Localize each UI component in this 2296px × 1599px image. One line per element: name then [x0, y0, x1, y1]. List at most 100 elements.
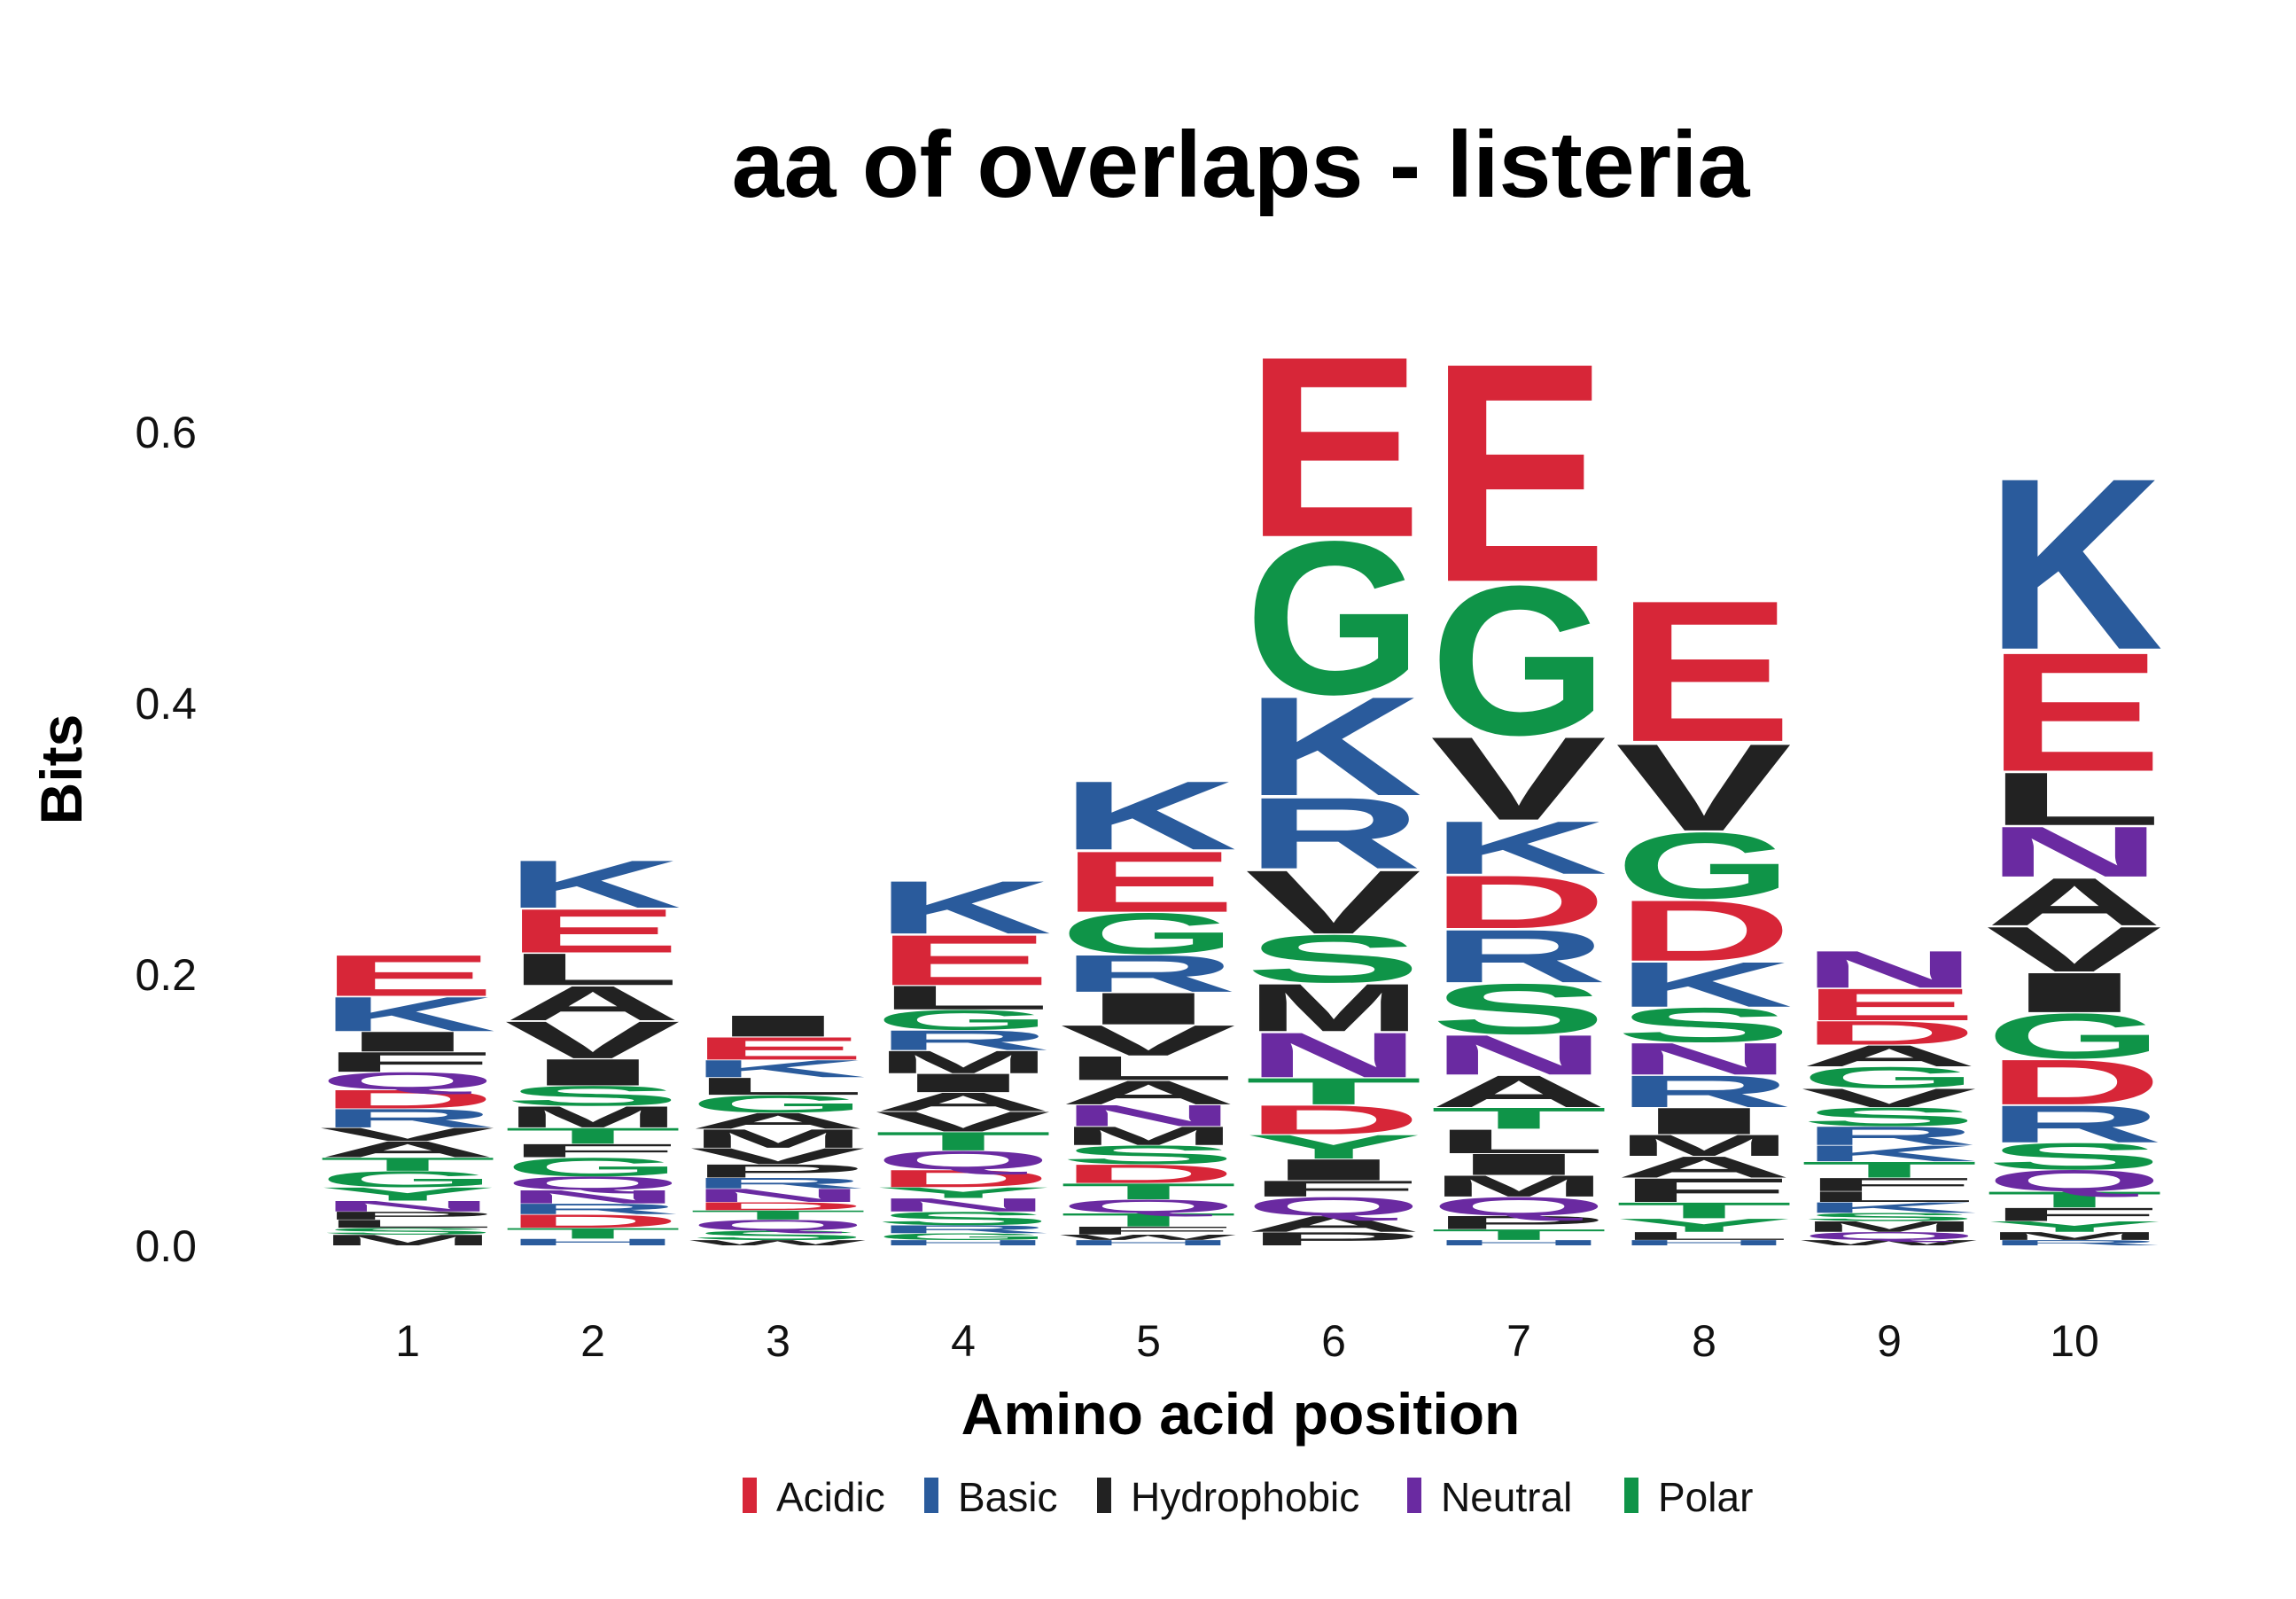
legend-swatch-basic — [924, 1478, 938, 1513]
x-tick-label: 10 — [2050, 1316, 2099, 1366]
logo-letter-i: I — [1060, 984, 1237, 1034]
logo-letter-i: I — [689, 1010, 867, 1043]
logo-letter-m: M — [504, 1100, 681, 1134]
logo-letter-d: D — [504, 1211, 681, 1232]
logo-letter-v: V — [1245, 852, 1421, 953]
logo-letter-q: Q — [1801, 1229, 1978, 1242]
logo-letter-l: L — [875, 979, 1052, 1017]
x-tick-label: 6 — [1321, 1316, 1346, 1366]
legend-swatch-acidic — [743, 1478, 757, 1513]
logo-letter-d: D — [1430, 861, 1607, 945]
logo-letter-d: D — [875, 1165, 1052, 1192]
logo-letter-n: N — [1430, 1023, 1607, 1086]
logo-letter-k: K — [1245, 667, 1422, 824]
logo-letter-f: F — [1245, 1176, 1422, 1201]
legend-swatch-hydrophobic — [1097, 1478, 1111, 1513]
logo-letter-r: R — [1986, 1095, 2163, 1153]
logo-letter-r: R — [689, 1174, 867, 1191]
logo-letter-v: V — [319, 1124, 495, 1145]
logo-letter-t: T — [875, 1127, 1052, 1156]
x-tick-label: 3 — [766, 1316, 790, 1366]
logo-letter-v: V — [689, 1143, 866, 1169]
logo-letter-k: K — [1430, 806, 1607, 890]
logo-letter-k: K — [1986, 427, 2163, 701]
logo-letter-p: P — [1430, 1213, 1607, 1234]
y-tick-label: 0.4 — [135, 679, 197, 729]
logo-letter-d: D — [1245, 1096, 1422, 1143]
logo-letter-t: T — [1430, 1102, 1607, 1135]
logo-letter-t: T — [319, 1154, 496, 1175]
logo-letter-m: M — [1986, 1229, 2163, 1242]
logo-letter-d: D — [1615, 883, 1793, 979]
logo-letter-d: D — [1060, 1159, 1237, 1189]
logo-letter-t: T — [1060, 1179, 1237, 1204]
logo-letter-d: D — [319, 1085, 496, 1114]
logo-letter-y: Y — [1615, 1215, 1793, 1236]
logo-letter-q: Q — [689, 1217, 867, 1234]
logo-letter-i: I — [504, 1051, 681, 1093]
logo-letter-r: R — [1615, 1066, 1793, 1117]
logo-letter-g: G — [1801, 1061, 1978, 1095]
logo-letter-k: K — [1060, 760, 1237, 870]
logo-letter-y: Y — [1986, 1218, 2163, 1235]
logo-letter-a: A — [1060, 1073, 1237, 1112]
logo-letter-e: E — [1060, 834, 1237, 931]
logo-letter-q: Q — [1986, 1164, 2163, 1197]
logo-letter-t: T — [1615, 1197, 1793, 1222]
logo-letter-f: F — [1615, 1172, 1793, 1210]
legend-label-neutral: Neutral — [1441, 1474, 1572, 1520]
logo-letter-i: I — [1615, 1100, 1793, 1142]
logo-letter-w: W — [1801, 1238, 1977, 1247]
logo-letter-m: M — [1801, 1218, 1978, 1235]
logo-letter-e: E — [1986, 618, 2163, 807]
logo-letter-f: F — [319, 1046, 496, 1078]
logo-letter-l: L — [1986, 757, 2163, 841]
logo-letter-e: E — [319, 943, 496, 1009]
logo-letter-l: L — [1430, 1122, 1607, 1160]
logo-letter-r: R — [504, 1200, 681, 1217]
logo-letter-g: G — [1430, 542, 1607, 779]
logo-letter-a: A — [875, 1088, 1052, 1117]
legend-label-acidic: Acidic — [776, 1474, 885, 1520]
logo-letter-q: Q — [319, 1067, 496, 1095]
logo-letter-s: S — [875, 1208, 1052, 1229]
logo-letter-m: M — [1060, 1121, 1237, 1150]
logo-letter-g: G — [689, 1090, 867, 1118]
logo-letter-k: K — [875, 866, 1052, 950]
logo-letter-g: G — [1615, 813, 1793, 918]
logo-letter-r: R — [319, 1104, 496, 1133]
x-tick-label: 1 — [395, 1316, 420, 1366]
logo-letter-f: F — [504, 1140, 681, 1161]
logo-letter-w: W — [689, 1238, 866, 1247]
logo-letter-k: K — [1801, 1141, 1978, 1166]
logo-letter-s: S — [1430, 969, 1607, 1049]
x-axis-ticks: 1 2 3 4 5 6 7 8 9 10 — [395, 1316, 2099, 1366]
logo-letter-k: K — [689, 1055, 867, 1082]
logo-letter-q: Q — [1245, 1191, 1422, 1221]
logo-letter-s: S — [1615, 998, 1793, 1053]
logo-letter-n: N — [1615, 1034, 1793, 1084]
logo-letter-v: V — [1060, 1017, 1236, 1065]
logo-letter-w: W — [1060, 1233, 1236, 1242]
logo-letter-f: F — [1060, 1224, 1237, 1236]
logo-letter-l: L — [319, 1218, 496, 1230]
logo-letter-v: V — [1986, 914, 2162, 986]
logo-letter-g: G — [504, 1152, 681, 1182]
logo-letter-g: G — [875, 1004, 1052, 1036]
logo-letter-v: V — [875, 1106, 1051, 1138]
logo-letter-f: F — [1986, 1204, 2163, 1225]
logo-letter-r: R — [875, 1223, 1052, 1236]
logo-stacks: MSLPNYGTAVRDQFIKEHTDRNQGFTMSIVALEKWSQTDN… — [319, 299, 2163, 1249]
logo-letter-h: H — [1430, 1238, 1607, 1247]
logo-letter-t: T — [1245, 1071, 1422, 1112]
logo-letter-s: S — [689, 1228, 867, 1243]
logo-letter-a: A — [1801, 1039, 1978, 1072]
